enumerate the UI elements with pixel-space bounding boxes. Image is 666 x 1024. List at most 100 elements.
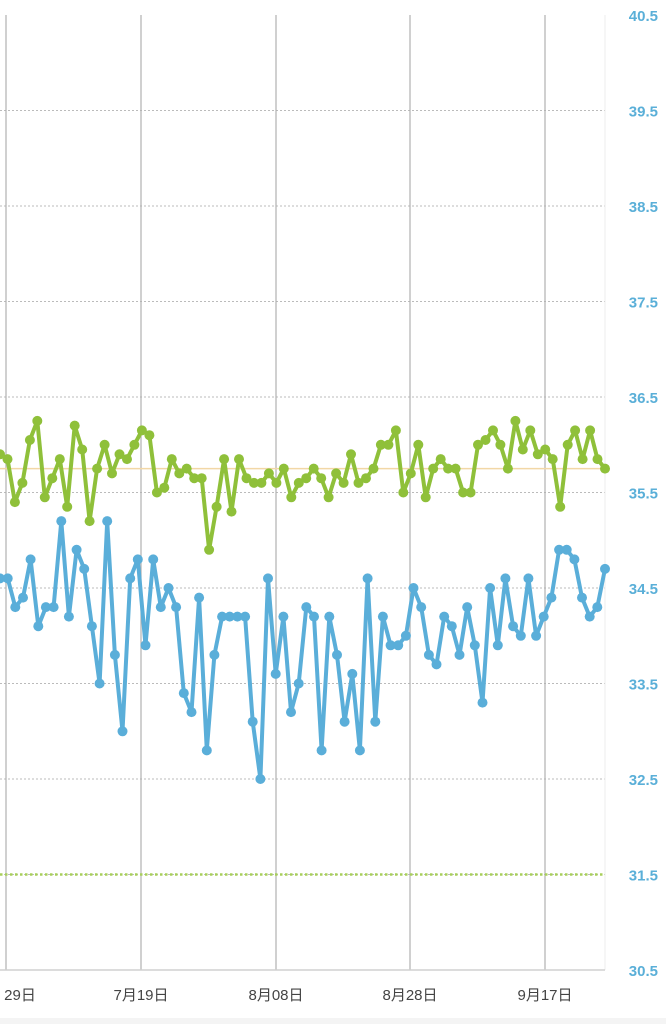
data-point (232, 611, 243, 622)
data-point (492, 640, 503, 651)
data-point (332, 649, 342, 660)
data-point (25, 554, 36, 565)
data-point (71, 544, 82, 555)
data-point (339, 716, 350, 727)
data-point (263, 573, 273, 584)
data-point (194, 592, 205, 603)
x-axis-labels: 29日 7月19日 8月08日 8月28日 9月17日 (4, 987, 572, 1004)
series-layer (0, 415, 610, 784)
y-tick-label: 39.5 (629, 104, 658, 121)
data-point (495, 439, 506, 450)
data-point (368, 463, 379, 474)
data-point (446, 621, 457, 632)
data-point (308, 463, 319, 474)
data-point (393, 640, 404, 651)
data-point (263, 468, 274, 479)
data-point (532, 449, 543, 460)
y-tick-label: 36.5 (629, 390, 658, 407)
data-point (255, 774, 266, 784)
vertical-gridlines (5, 15, 546, 970)
data-point (390, 425, 401, 436)
data-point (398, 487, 409, 498)
data-point (171, 602, 182, 613)
data-point (324, 611, 335, 622)
data-point (125, 573, 136, 584)
data-point (400, 630, 411, 641)
data-point (278, 611, 289, 622)
data-point (538, 611, 549, 622)
data-point (94, 678, 105, 689)
x-tick-label: 7月19日 (113, 987, 168, 1004)
data-point (181, 463, 192, 474)
data-point (323, 492, 334, 503)
data-point (301, 602, 312, 613)
data-point (18, 592, 28, 603)
data-point (416, 602, 427, 613)
x-tick-label: 8月08日 (248, 987, 303, 1004)
data-point (84, 516, 95, 527)
data-point (247, 716, 258, 727)
data-point (428, 463, 439, 474)
data-point (2, 454, 13, 465)
data-point (362, 573, 373, 584)
data-point (510, 415, 521, 426)
data-point (600, 563, 610, 574)
data-point (219, 454, 230, 465)
y-tick-label: 37.5 (629, 295, 658, 312)
y-tick-label: 38.5 (629, 199, 658, 216)
data-point (458, 487, 469, 498)
data-point (166, 454, 177, 465)
data-point (443, 463, 454, 474)
x-tick-label: 29日 (4, 987, 36, 1004)
data-point (234, 454, 244, 465)
data-point (92, 463, 103, 474)
data-point (562, 439, 573, 450)
data-point (423, 649, 434, 660)
data-point (47, 473, 58, 484)
data-point (293, 477, 304, 488)
data-point (600, 463, 610, 474)
data-point (346, 449, 356, 460)
data-point (375, 439, 386, 450)
data-point (56, 516, 67, 527)
data-point (309, 611, 319, 622)
data-point (435, 454, 446, 465)
data-point (517, 444, 528, 455)
data-point (585, 425, 596, 436)
data-point (354, 745, 365, 756)
data-point (63, 611, 74, 622)
data-point (454, 649, 465, 660)
data-point (347, 668, 358, 679)
y-tick-label: 34.5 (629, 581, 658, 598)
data-point (361, 473, 371, 484)
data-point (69, 420, 80, 431)
y-axis-labels: 40.5 39.5 38.5 37.5 36.5 35.5 34.5 33.5 32.5 31.5… (629, 8, 658, 980)
data-point (201, 745, 212, 756)
data-point (148, 554, 159, 565)
y-tick-label: 40.5 (629, 8, 658, 25)
data-point (186, 707, 197, 718)
data-point (278, 463, 289, 474)
data-point (353, 477, 364, 488)
data-point (241, 473, 252, 484)
data-point (316, 473, 327, 484)
data-point (9, 497, 20, 508)
data-point (224, 611, 235, 622)
data-point (2, 573, 13, 584)
data-point (102, 516, 113, 527)
data-point (211, 501, 222, 512)
data-point (515, 630, 526, 641)
data-point (99, 439, 110, 450)
data-point (465, 487, 476, 498)
data-point (547, 454, 558, 465)
data-point (555, 501, 566, 512)
data-point (217, 611, 228, 622)
data-point (577, 592, 587, 603)
data-point (129, 439, 140, 450)
data-point (480, 435, 491, 445)
data-point (546, 592, 557, 603)
data-point (431, 659, 442, 670)
data-point (107, 468, 117, 479)
data-point (383, 439, 394, 450)
